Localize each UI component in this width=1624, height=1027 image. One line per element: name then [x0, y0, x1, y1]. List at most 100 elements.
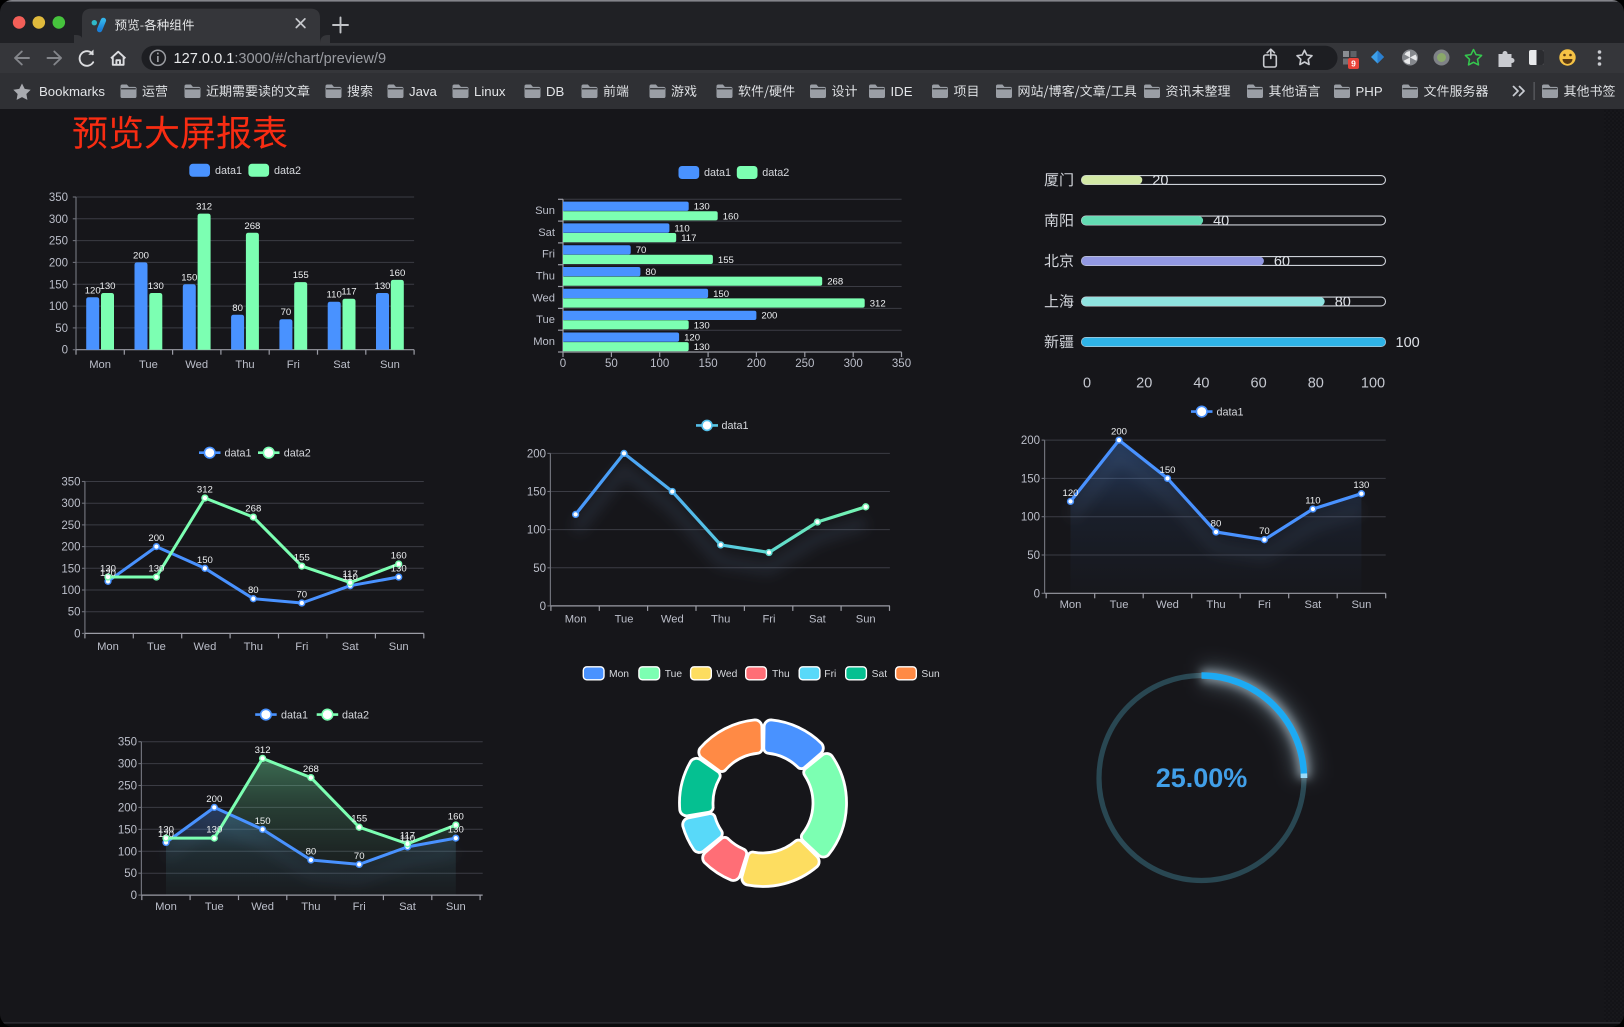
svg-text:Sun: Sun: [856, 614, 876, 626]
svg-text:160: 160: [389, 268, 405, 279]
svg-text:Bookmarks: Bookmarks: [39, 84, 105, 99]
svg-text:200: 200: [747, 358, 766, 370]
svg-text:130: 130: [148, 281, 164, 292]
svg-text:Mon: Mon: [1060, 599, 1082, 611]
svg-text:200: 200: [206, 794, 222, 805]
svg-text:Fri: Fri: [295, 641, 308, 653]
svg-text:Mon: Mon: [609, 669, 629, 680]
svg-text:Thu: Thu: [244, 641, 263, 653]
svg-text:25.00%: 25.00%: [1156, 763, 1248, 793]
svg-text:110: 110: [400, 833, 415, 844]
svg-text:data1: data1: [1217, 406, 1244, 418]
svg-text:Mon: Mon: [565, 614, 587, 626]
svg-text:Linux: Linux: [474, 84, 506, 99]
svg-text:100: 100: [527, 525, 546, 537]
svg-text:80: 80: [306, 847, 317, 858]
svg-text:Wed: Wed: [251, 901, 274, 913]
svg-text:120: 120: [85, 285, 101, 296]
svg-text:150: 150: [255, 816, 271, 827]
svg-text:Tue: Tue: [615, 614, 634, 626]
svg-text:data1: data1: [722, 420, 749, 432]
svg-text:250: 250: [118, 781, 137, 793]
svg-text:268: 268: [827, 277, 843, 288]
svg-text:350: 350: [892, 358, 911, 370]
svg-text:200: 200: [761, 311, 777, 322]
svg-text:60: 60: [1274, 254, 1290, 270]
svg-text:Sun: Sun: [921, 669, 940, 680]
svg-text:Wed: Wed: [193, 641, 216, 653]
svg-text:117: 117: [400, 830, 415, 841]
svg-text:150: 150: [197, 555, 213, 566]
svg-text:130: 130: [148, 564, 164, 575]
svg-text:312: 312: [255, 745, 271, 756]
svg-text:127.0.0.1:3000/#/chart/preview: 127.0.0.1:3000/#/chart/preview/9: [174, 51, 387, 67]
svg-text:0: 0: [62, 345, 68, 357]
svg-text:Tue: Tue: [536, 314, 555, 326]
svg-text:data1: data1: [281, 709, 308, 721]
svg-text:150: 150: [713, 289, 729, 300]
svg-text:0: 0: [560, 358, 566, 370]
svg-text:80: 80: [1335, 295, 1351, 311]
svg-text:110: 110: [674, 223, 689, 234]
svg-text:Mon: Mon: [89, 359, 111, 371]
svg-text:130: 130: [1353, 480, 1369, 491]
svg-text:80: 80: [1211, 519, 1222, 530]
svg-text:268: 268: [245, 504, 261, 515]
svg-text:120: 120: [684, 333, 700, 344]
svg-text:130: 130: [100, 564, 116, 575]
svg-text:9: 9: [1351, 59, 1356, 69]
svg-text:0: 0: [74, 628, 80, 640]
svg-text:150: 150: [1021, 473, 1040, 485]
svg-text:Thu: Thu: [536, 271, 555, 283]
svg-text:200: 200: [61, 542, 80, 554]
svg-text:312: 312: [870, 299, 886, 310]
svg-text:130: 130: [99, 281, 115, 292]
svg-text:data1: data1: [225, 448, 252, 460]
svg-text:250: 250: [795, 358, 814, 370]
svg-text:300: 300: [844, 358, 863, 370]
svg-text:Mon: Mon: [155, 901, 177, 913]
svg-text:350: 350: [118, 737, 137, 749]
svg-text:Java: Java: [409, 84, 438, 99]
svg-text:130: 130: [448, 825, 464, 836]
svg-text:110: 110: [327, 290, 342, 301]
svg-text:100: 100: [650, 358, 669, 370]
svg-text:data1: data1: [704, 167, 731, 179]
svg-text:0: 0: [131, 890, 137, 902]
svg-text:350: 350: [61, 477, 80, 489]
svg-text:200: 200: [1021, 435, 1040, 447]
svg-text:268: 268: [303, 764, 319, 775]
svg-text:40: 40: [1193, 376, 1209, 392]
svg-text:Sat: Sat: [1305, 599, 1323, 611]
svg-text:117: 117: [681, 233, 696, 244]
svg-text:130: 130: [206, 825, 222, 836]
svg-text:300: 300: [61, 498, 80, 510]
svg-text:70: 70: [354, 851, 365, 862]
svg-text:Sun: Sun: [535, 205, 555, 217]
svg-text:100: 100: [1396, 335, 1420, 351]
svg-text:50: 50: [605, 358, 618, 370]
svg-text:Sat: Sat: [809, 614, 827, 626]
svg-text:Thu: Thu: [772, 669, 790, 680]
svg-text:Sat: Sat: [538, 227, 556, 239]
svg-text:Fri: Fri: [824, 669, 836, 680]
svg-text:Fri: Fri: [287, 359, 300, 371]
svg-text:Sat: Sat: [872, 669, 888, 680]
svg-text:155: 155: [351, 814, 367, 825]
svg-text:20: 20: [1152, 173, 1168, 189]
svg-text:Sat: Sat: [399, 901, 417, 913]
svg-text:110: 110: [1305, 496, 1320, 507]
svg-text:70: 70: [1259, 526, 1270, 537]
svg-text:155: 155: [718, 255, 734, 266]
svg-text:Wed: Wed: [185, 359, 208, 371]
svg-text:100: 100: [1361, 376, 1385, 392]
svg-text:Wed: Wed: [716, 669, 737, 680]
svg-text:DB: DB: [546, 84, 565, 99]
svg-text:150: 150: [181, 272, 197, 283]
svg-text:130: 130: [694, 342, 710, 353]
svg-text:Fri: Fri: [1258, 599, 1271, 611]
svg-text:250: 250: [49, 236, 68, 248]
svg-text:100: 100: [1021, 512, 1040, 524]
svg-text:268: 268: [244, 221, 260, 232]
svg-text:100: 100: [118, 846, 137, 858]
